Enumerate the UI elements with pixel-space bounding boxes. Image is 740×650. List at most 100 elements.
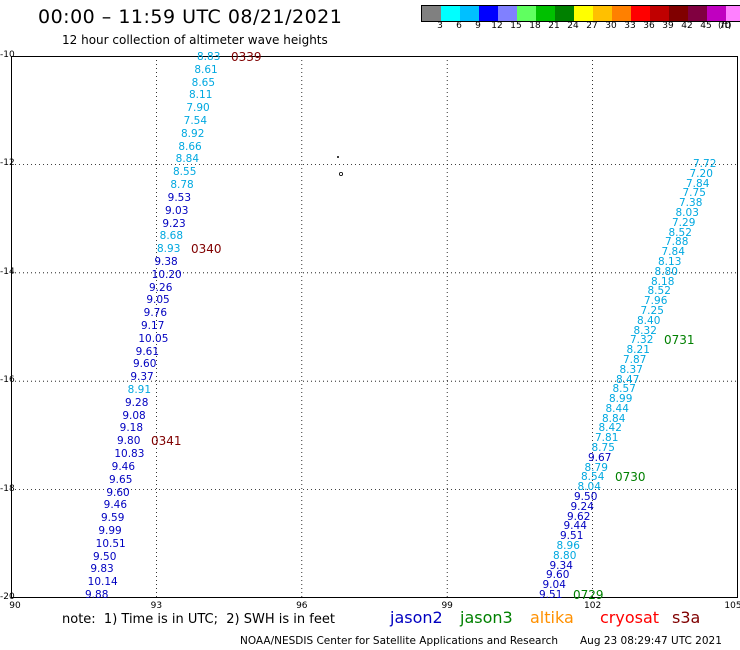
legend-label: 24 xyxy=(567,21,579,31)
wave-height-value: 8.78 xyxy=(170,179,194,192)
wave-height-value: 8.66 xyxy=(178,140,202,153)
x-tick-label: 102 xyxy=(584,601,602,611)
wave-height-value: 10.05 xyxy=(138,332,169,345)
wave-height-value: 9.88 xyxy=(85,589,109,601)
y-tick-label: -12 xyxy=(0,158,15,169)
wave-height-value: 8.18 xyxy=(651,275,675,288)
wave-height-value: 8.79 xyxy=(584,461,608,474)
x-tick-label: 90 xyxy=(9,601,21,611)
wave-height-value: 9.61 xyxy=(135,345,160,358)
wave-height-value: 8.11 xyxy=(189,89,213,102)
wave-height-value: 8.91 xyxy=(127,384,152,397)
wave-height-value: 8.55 xyxy=(173,166,197,179)
wave-height-value: 9.60 xyxy=(546,569,570,582)
legend-swatch xyxy=(498,6,517,21)
y-tick-label: -10 xyxy=(0,50,15,60)
wave-height-value: 8.96 xyxy=(556,540,580,553)
wave-height-value: 10.51 xyxy=(95,537,126,550)
wave-height-value: 10.20 xyxy=(151,268,182,281)
x-tick-label: 93 xyxy=(150,601,163,611)
wave-height-value: 8.75 xyxy=(591,442,615,455)
wave-height-value: 9.08 xyxy=(122,409,146,422)
wave-height-value: 8.93 xyxy=(157,243,181,256)
island-dot xyxy=(337,156,339,158)
wave-height-value: 10.83 xyxy=(114,448,145,461)
wave-height-value: 9.50 xyxy=(574,491,598,504)
pass-time-label: 0339 xyxy=(231,50,262,64)
wave-height-value: 7.84 xyxy=(661,246,685,259)
x-tick-label: 99 xyxy=(441,601,453,611)
wave-height-value: 8.52 xyxy=(647,285,671,298)
legend-label: 30 xyxy=(605,21,617,31)
wave-height-value: 8.65 xyxy=(191,76,216,89)
wave-height-value: 9.46 xyxy=(111,460,136,473)
wave-height-value: 8.80 xyxy=(654,265,678,278)
wave-height-value: 8.84 xyxy=(175,153,200,166)
legend-label: 21 xyxy=(548,21,560,31)
wave-height-value: 9.60 xyxy=(133,358,157,371)
wave-height-value: 9.60 xyxy=(106,486,130,499)
satellite-name: cryosat xyxy=(600,608,660,627)
legend-swatch xyxy=(688,6,707,21)
x-tick-label: 96 xyxy=(296,601,308,611)
wave-height-value: 9.65 xyxy=(109,473,133,486)
wave-height-value: 7.25 xyxy=(640,304,664,317)
wave-height-value: 9.62 xyxy=(567,510,591,523)
legend-unit: (ft) xyxy=(718,21,732,31)
wave-height-value: 7.29 xyxy=(672,216,696,229)
wave-height-value: 7.32 xyxy=(630,334,654,347)
legend-swatch xyxy=(441,6,460,21)
satellite-name: s3a xyxy=(672,608,701,627)
island-marker xyxy=(337,156,343,177)
wave-height-value: 9.24 xyxy=(570,500,594,513)
wave-height-value: 8.40 xyxy=(637,314,661,327)
wave-height-value: 9.83 xyxy=(90,563,114,576)
wave-height-value: 8.42 xyxy=(598,422,622,435)
legend-label: 45 xyxy=(700,21,712,31)
plot-frame xyxy=(11,56,738,598)
wave-height-value: 7.54 xyxy=(183,115,208,128)
wave-height-value: 8.32 xyxy=(633,324,657,337)
wave-height-value: 8.99 xyxy=(609,393,633,406)
wave-height-value: 8.83 xyxy=(197,51,221,63)
wave-height-value: 8.21 xyxy=(626,344,650,357)
wave-height-value: 9.03 xyxy=(165,204,189,217)
legend-swatch xyxy=(517,6,536,21)
wave-height-value: 8.03 xyxy=(675,206,699,219)
wave-height-value: 7.90 xyxy=(186,102,210,115)
wave-height-value: 10.14 xyxy=(87,576,118,589)
legend-label: 36 xyxy=(643,21,655,31)
pass-time-label: 0729 xyxy=(573,588,604,602)
wave-height-value: 7.96 xyxy=(644,295,668,308)
legend-label: 9 xyxy=(475,21,481,31)
legend-swatch xyxy=(669,6,688,21)
wave-height-value: 7.81 xyxy=(595,432,619,445)
color-legend xyxy=(421,5,740,22)
wave-height-value: 7.20 xyxy=(689,167,713,180)
legend-swatch xyxy=(479,6,498,21)
legend-swatch xyxy=(593,6,612,21)
legend-swatch xyxy=(574,6,593,21)
legend-label: 3 xyxy=(437,21,443,31)
credit-text: NOAA/NESDIS Center for Satellite Applica… xyxy=(240,635,558,647)
wave-height-value: 7.75 xyxy=(682,187,706,200)
wave-height-value: 8.68 xyxy=(159,230,184,243)
y-tick-label: -16 xyxy=(0,375,15,386)
map-plot xyxy=(11,56,738,598)
wave-height-value: 9.34 xyxy=(549,559,573,572)
legend-swatch xyxy=(707,6,726,21)
wave-height-value: 9.51 xyxy=(539,589,563,601)
wave-height-value: 7.72 xyxy=(693,158,717,170)
wave-height-value: 9.99 xyxy=(98,524,122,537)
wave-height-value: 9.50 xyxy=(93,550,117,563)
chart-title: 00:00 – 11:59 UTC 08/21/2021 xyxy=(38,6,343,28)
wave-height-value: 9.37 xyxy=(130,371,154,384)
legend-label: 6 xyxy=(456,21,462,31)
wave-height-value: 7.87 xyxy=(623,353,647,366)
legend-label: 33 xyxy=(624,21,636,31)
legend-swatch xyxy=(612,6,631,21)
legend-label: 42 xyxy=(681,21,693,31)
satellite-name: jason2 xyxy=(390,608,443,627)
wave-height-value: 8.57 xyxy=(612,383,636,396)
legend-swatch xyxy=(536,6,555,21)
